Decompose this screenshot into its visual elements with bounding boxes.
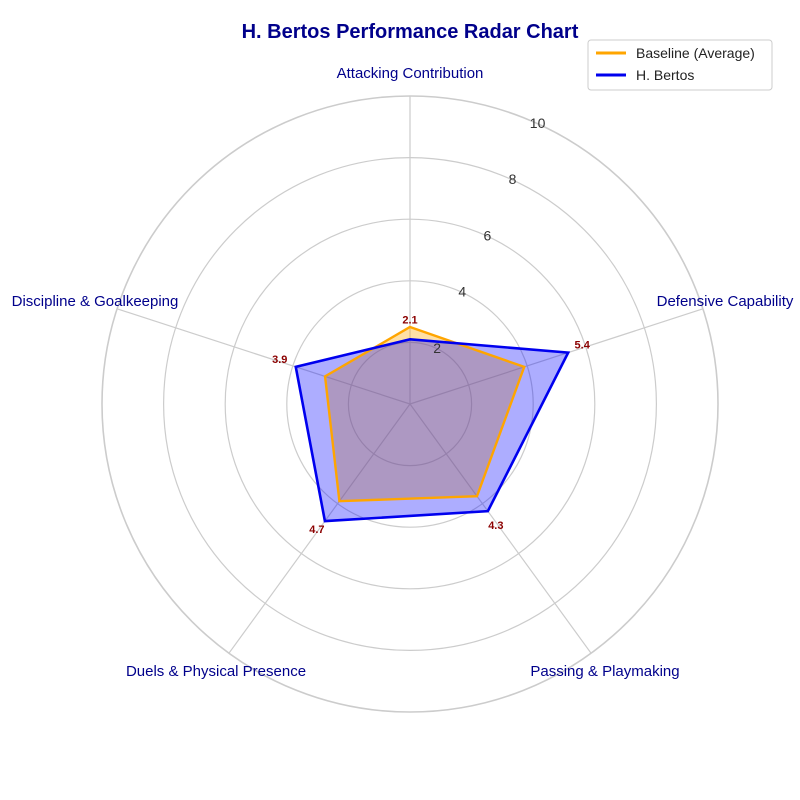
r-tick-label: 4 xyxy=(458,284,466,300)
series-layer xyxy=(294,325,571,523)
spoke-1 xyxy=(409,308,704,405)
grid-layer xyxy=(101,95,719,713)
legend: Baseline (Average) H. Bertos xyxy=(587,39,773,91)
legend-label-baseline: Baseline (Average) xyxy=(636,45,755,61)
series-line-0 xyxy=(323,325,526,503)
axis-label-2: Passing & Playmaking xyxy=(530,663,679,680)
r-tick-label: 10 xyxy=(530,115,546,131)
legend-label-player: H. Bertos xyxy=(636,67,694,83)
chart-title: H. Bertos Performance Radar Chart xyxy=(242,21,579,43)
label-layer: 2 4 6 8 10 2.1 5.4 4.3 4.7 3.9 Attacking Contribut… xyxy=(12,65,794,680)
series-area-0 xyxy=(325,327,525,502)
r-tick-label: 2 xyxy=(433,340,441,356)
spoke-3 xyxy=(228,403,411,654)
axis-label-3: Duels & Physical Presence xyxy=(126,663,306,680)
axis-label-4: Discipline & Goalkeeping xyxy=(12,293,179,310)
r-tick-label: 8 xyxy=(509,171,517,187)
axis-label-0: Attacking Contribution xyxy=(337,65,484,82)
data-label-1: 5.4 xyxy=(575,340,591,352)
series-line-1 xyxy=(294,338,571,523)
spoke-2 xyxy=(409,403,592,654)
legend-box xyxy=(587,39,773,91)
data-label-2: 4.3 xyxy=(488,520,503,532)
r-tick-label: 6 xyxy=(483,227,491,243)
data-label-4: 3.9 xyxy=(272,354,287,366)
series-area-1 xyxy=(295,339,569,522)
axis-label-1: Defensive Capability xyxy=(657,293,794,310)
data-label-0: 2.1 xyxy=(402,314,417,326)
spoke-4 xyxy=(116,308,411,405)
data-label-3: 4.7 xyxy=(309,524,324,536)
